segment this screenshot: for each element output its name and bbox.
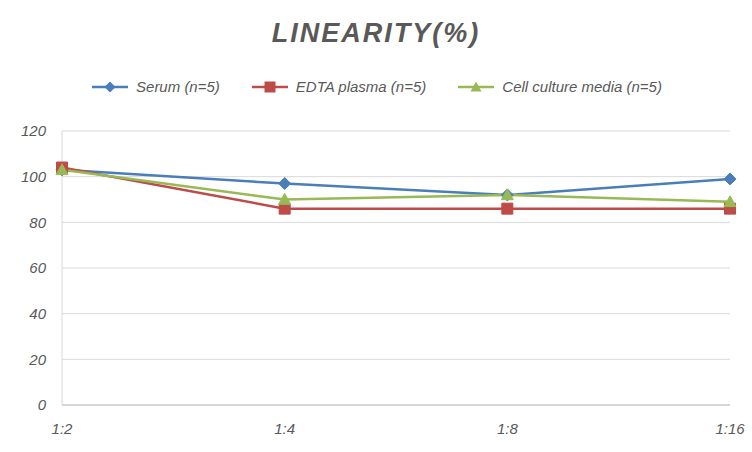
- svg-text:1:2: 1:2: [52, 420, 74, 437]
- svg-text:20: 20: [28, 351, 46, 368]
- svg-text:100: 100: [21, 168, 47, 185]
- html-text:Serum (n=5): Serum (n=5): [136, 78, 220, 95]
- svg-text:0: 0: [38, 396, 47, 413]
- svg-text:40: 40: [29, 305, 46, 322]
- html-text:Cell culture media (n=5): Cell culture media (n=5): [502, 78, 662, 95]
- svg-text:120: 120: [21, 122, 47, 139]
- svg-text:1:4: 1:4: [274, 420, 295, 437]
- html-text:LINEARITY(%): LINEARITY(%): [271, 18, 481, 48]
- svg-text:1:8: 1:8: [497, 420, 519, 437]
- svg-text:60: 60: [29, 259, 46, 276]
- svg-text:1:16: 1:16: [715, 420, 744, 437]
- svg-text:80: 80: [29, 214, 46, 231]
- html-text:EDTA plasma (n=5): EDTA plasma (n=5): [295, 78, 427, 95]
